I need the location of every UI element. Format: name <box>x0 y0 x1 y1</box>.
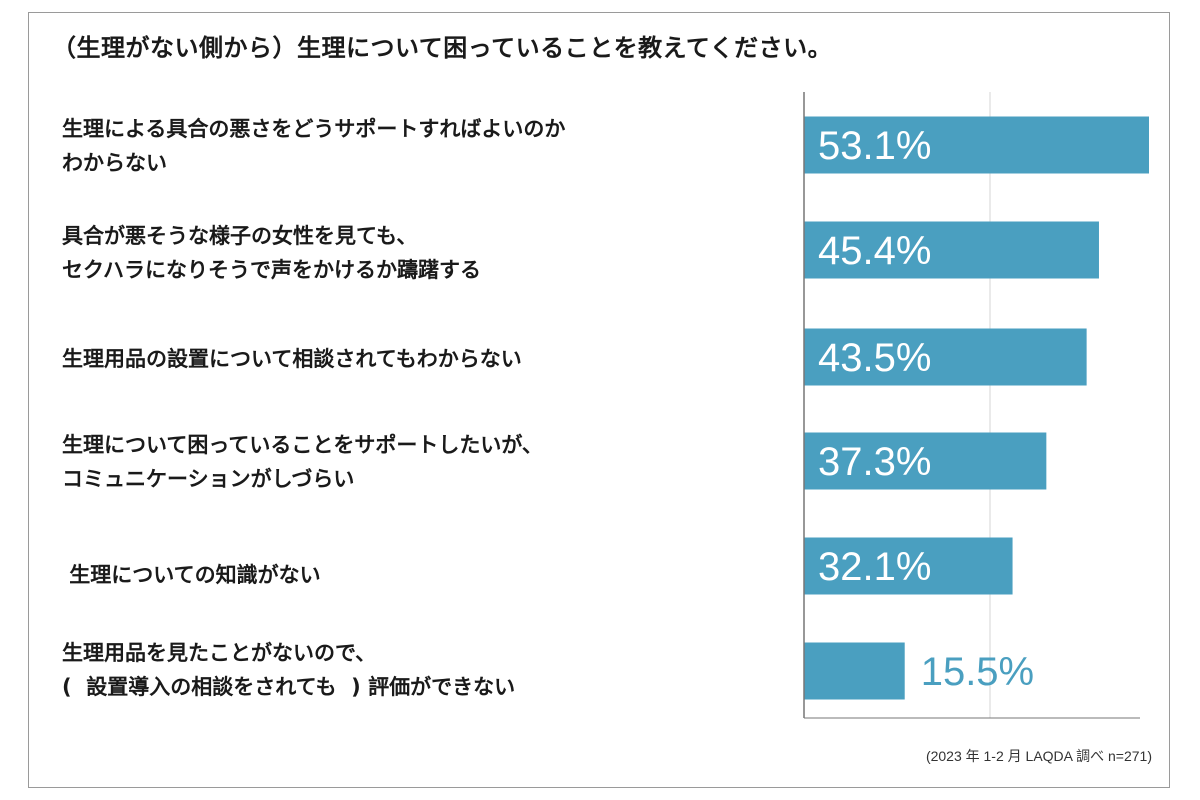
category-label: 生理用品を見たことがないので、 ( 設置導入の相談をされても ) 評価ができない <box>62 641 516 699</box>
bar <box>804 537 1013 595</box>
data-label: 45.4% <box>818 229 931 273</box>
source-note: (2023 年 1-2 月 LAQDA 調べ n=271) <box>925 748 1152 764</box>
data-label: 15.5% <box>921 650 1034 694</box>
data-label: 37.3% <box>818 440 931 484</box>
data-label: 53.1% <box>818 124 931 168</box>
bar <box>804 221 1099 279</box>
bar <box>804 432 1047 490</box>
bar <box>804 642 905 700</box>
data-label: 32.1% <box>818 545 931 589</box>
category-label: 生理についての知識がない <box>62 563 321 587</box>
data-label: 43.5% <box>818 336 931 380</box>
chart-title: （生理がない側から）生理について困っていることを教えてください。 <box>52 34 833 62</box>
category-label: 生理用品の設置について相談されてもわからない <box>62 347 522 371</box>
bar <box>804 116 1149 174</box>
category-label: 生理について困っていることをサポートしたいが、 コミュニケーションがしづらい <box>62 433 543 491</box>
category-label: 生理による具合の悪さをどうサポートすればよいのか わからない <box>62 117 566 175</box>
category-label: 具合が悪そうな様子の女性を見ても、 セクハラになりそうで声をかけるか躊躇する <box>62 224 481 282</box>
bar <box>804 328 1087 386</box>
